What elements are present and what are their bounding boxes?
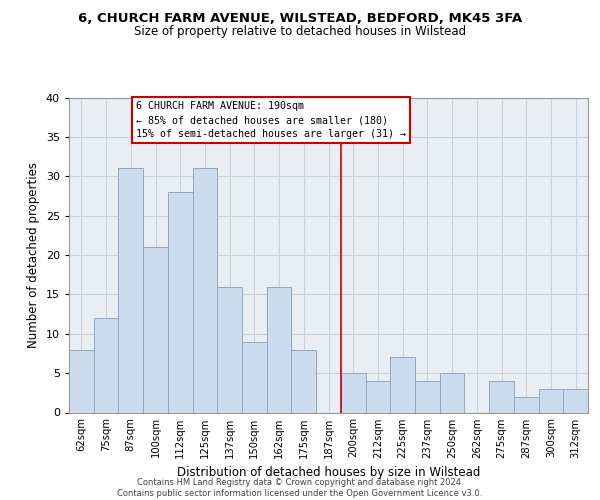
Bar (69, 350, 94, 412)
Bar (390, 358, 415, 412)
Bar (242, 342, 267, 412)
Text: Size of property relative to detached houses in Wilstead: Size of property relative to detached ho… (134, 25, 466, 38)
X-axis label: Distribution of detached houses by size in Wilstead: Distribution of detached houses by size … (177, 466, 480, 479)
Bar (563, 389, 588, 412)
Bar (267, 286, 292, 412)
Bar (514, 397, 539, 412)
Bar (365, 381, 390, 412)
Bar (489, 381, 514, 412)
Bar (440, 373, 464, 412)
Bar (143, 247, 168, 412)
Text: 6 CHURCH FARM AVENUE: 190sqm
← 85% of detached houses are smaller (180)
15% of s: 6 CHURCH FARM AVENUE: 190sqm ← 85% of de… (136, 102, 406, 140)
Bar (217, 286, 242, 412)
Bar (292, 350, 316, 412)
Bar (168, 192, 193, 412)
Bar (341, 373, 365, 412)
Bar (118, 168, 143, 412)
Bar (193, 168, 217, 412)
Bar (94, 318, 118, 412)
Bar (415, 381, 440, 412)
Bar (539, 389, 563, 412)
Y-axis label: Number of detached properties: Number of detached properties (27, 162, 40, 348)
Text: 6, CHURCH FARM AVENUE, WILSTEAD, BEDFORD, MK45 3FA: 6, CHURCH FARM AVENUE, WILSTEAD, BEDFORD… (78, 12, 522, 26)
Text: Contains HM Land Registry data © Crown copyright and database right 2024.
Contai: Contains HM Land Registry data © Crown c… (118, 478, 482, 498)
